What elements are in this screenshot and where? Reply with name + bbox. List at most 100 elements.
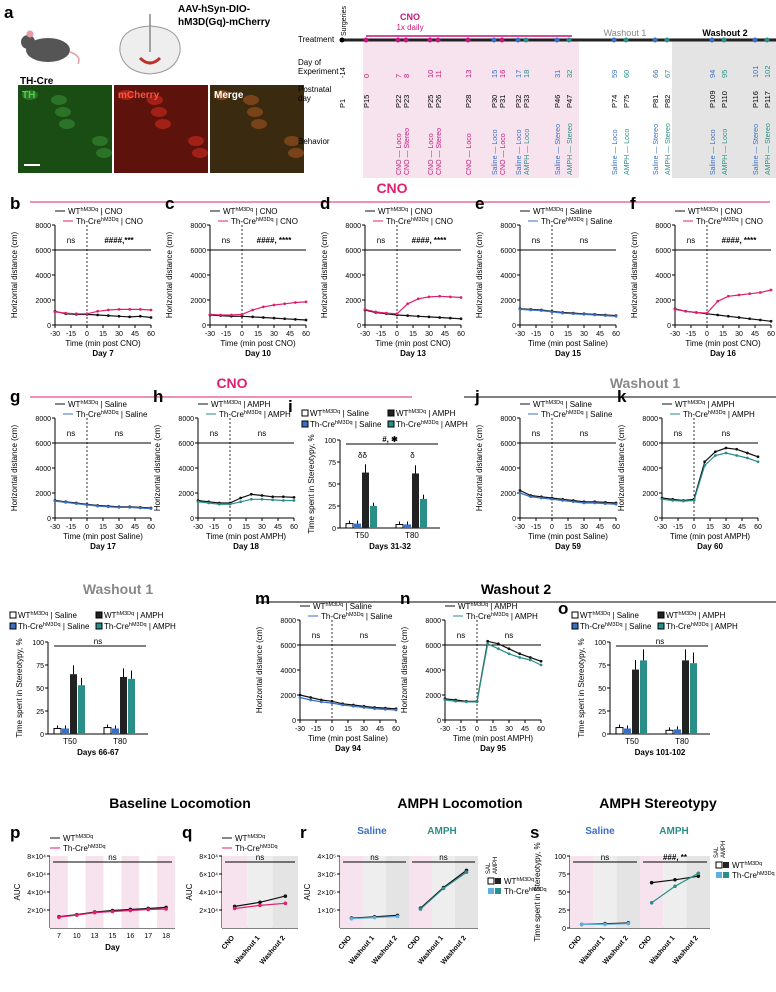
r-amph-label: AMPH [427, 826, 456, 837]
x-tick-label: 45 [274, 524, 282, 531]
x-tick-label: -15 [376, 331, 386, 338]
section-title-cno-1: CNO [376, 180, 407, 196]
y-tick-label: 4000 [35, 273, 51, 280]
data-point [571, 500, 575, 504]
data-point [363, 307, 367, 311]
timeline-dot [554, 37, 560, 43]
y-tick-label: 25 [328, 504, 336, 511]
data-point [117, 505, 121, 509]
data-point [207, 501, 211, 505]
micrograph-label-1: TH [22, 90, 35, 101]
bar [632, 669, 639, 734]
section-title-cno-2: CNO [216, 375, 247, 391]
data-point [106, 505, 110, 509]
postnatal-day: P1 [338, 99, 347, 108]
data-point [85, 312, 89, 316]
data-point [593, 313, 597, 317]
stats-post: ####, **** [722, 236, 758, 245]
data-point [261, 305, 265, 309]
data-point [673, 884, 677, 889]
data-point [117, 307, 121, 311]
data-point [383, 707, 387, 711]
legend-wt: WThM3Dq | AMPH [458, 602, 518, 611]
y-tick-label: 0 [332, 526, 336, 533]
series-line-cre [661, 452, 759, 502]
row-label-day-2: Experiment [298, 67, 339, 76]
x-tick-label: 60 [537, 726, 545, 733]
y-tick-label: 8000 [35, 223, 51, 230]
data-point [219, 313, 223, 317]
stats-group-1: δδ [358, 451, 367, 460]
x-tick-label: 60 [612, 331, 620, 338]
x-tick-label: -15 [66, 524, 76, 531]
x-tick-label: 15 [242, 524, 250, 531]
data-point [406, 302, 410, 306]
day-of-experiment: 95 [720, 70, 729, 78]
postnatal-day: P28 [464, 95, 473, 108]
behavior-label: CNO — Loco [396, 133, 403, 175]
stats-pre: ns [674, 429, 682, 438]
data-point [372, 915, 377, 920]
legend-cre: Th-CrehM3Dq [235, 844, 278, 853]
sal-legend-0: SAL [486, 862, 492, 874]
data-point [138, 307, 142, 311]
bar [640, 660, 647, 734]
micrograph-cell [214, 90, 230, 100]
data-point [735, 447, 739, 451]
y-axis-label: Horizontal distance (cm) [475, 425, 484, 512]
x-axis-label: Time (min post CNO) [375, 339, 451, 348]
legend-cre: Th-CrehM3Dq [504, 887, 547, 896]
y-tick-label: 0 [47, 323, 51, 330]
y-tick-label: 8000 [500, 223, 516, 230]
behavior-label: Saline — Loco [492, 129, 499, 175]
day-of-experiment: 15 [490, 70, 499, 78]
data-point [486, 639, 490, 643]
x-category-label: CNO [638, 934, 654, 951]
data-point [459, 296, 463, 299]
x-tick-label: -30 [193, 524, 203, 531]
data-point [229, 313, 233, 317]
data-point [713, 450, 717, 454]
y-axis-label: Horizontal distance (cm) [153, 425, 162, 512]
behavior-label: CNO — Loco [428, 133, 435, 175]
data-point [260, 497, 264, 501]
x-tick-label: 45 [751, 331, 759, 338]
stats-label: ns [370, 853, 378, 862]
postnatal-day: P110 [720, 91, 729, 108]
data-point [239, 496, 243, 500]
x-category-label: CNO [338, 934, 354, 951]
data-point [464, 870, 469, 874]
x-tick-label: 60 [392, 726, 400, 733]
data-point [769, 319, 773, 323]
data-point [283, 901, 288, 906]
data-point [745, 451, 749, 455]
stats-post: ns [722, 429, 730, 438]
data-point [713, 454, 717, 457]
background-shading [686, 856, 710, 928]
x-tick-label: 60 [147, 331, 155, 338]
bar [674, 729, 681, 734]
panel-letter-r: r [300, 823, 307, 842]
category-label: T80 [113, 737, 127, 746]
y-axis-label: AUC [185, 883, 194, 900]
data-point [53, 310, 57, 314]
stats-post: ns [360, 631, 368, 640]
bar [103, 727, 112, 735]
x-category-label: 17 [144, 933, 152, 940]
cno-shaded-region [363, 38, 579, 178]
day-label: Day 94 [335, 744, 361, 753]
timeline-dot [363, 37, 369, 43]
background-shading [272, 856, 298, 928]
day-label: Day 17 [90, 542, 116, 551]
bar [128, 678, 135, 734]
background-shading [640, 856, 664, 928]
y-tick-label: 0 [602, 732, 606, 739]
legend-bar: Th-CrehM3Dq | AMPH [396, 420, 468, 429]
y-tick-label: 0 [357, 323, 361, 330]
background-shading [85, 856, 104, 928]
data-point [283, 302, 287, 306]
legend-swatch [387, 409, 395, 417]
behavior-label: AMPH — Stereo [765, 123, 772, 175]
data-point [292, 499, 296, 502]
x-tick-label: 0 [228, 524, 232, 531]
